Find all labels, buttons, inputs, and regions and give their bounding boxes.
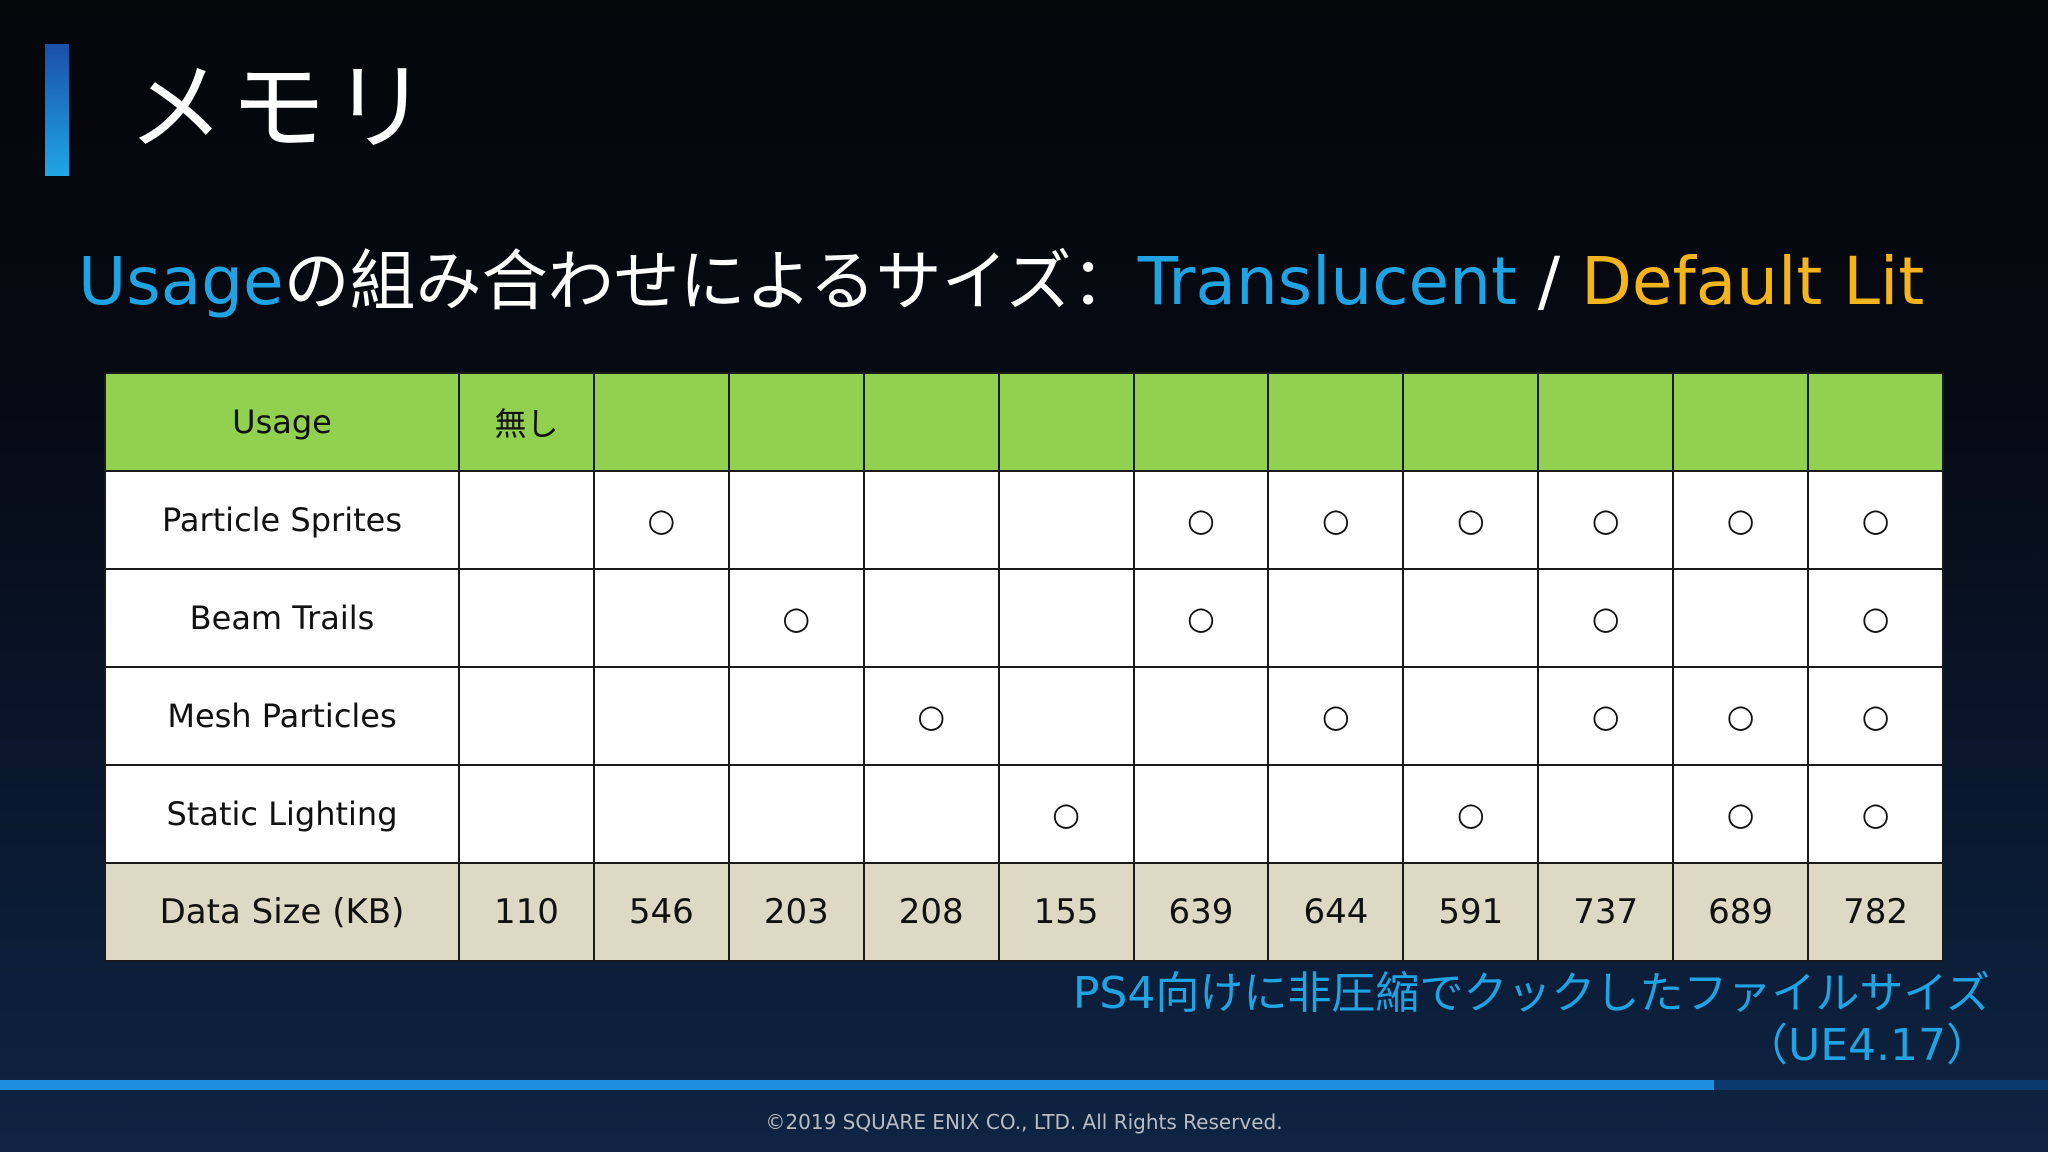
data-size-row: Data Size (KB) 110 546 203 208 155 639 644 591 73… bbox=[104, 862, 1944, 962]
data-size-value: 155 bbox=[997, 862, 1135, 962]
usage-mark-cell: ○ bbox=[1672, 764, 1810, 864]
usage-mark-cell: ○ bbox=[862, 666, 1000, 766]
usage-mark-cell: ○ bbox=[1132, 568, 1270, 668]
usage-mark-cell: ○ bbox=[1537, 666, 1675, 766]
slide-subtitle: Usageの組み合わせによるサイズ：Translucent / Default … bbox=[78, 240, 1924, 324]
usage-mark-cell bbox=[1537, 764, 1675, 864]
usage-mark-cell: ○ bbox=[997, 764, 1135, 864]
data-size-value: 203 bbox=[727, 862, 865, 962]
header-cell bbox=[997, 372, 1135, 472]
data-size-value: 110 bbox=[458, 862, 595, 962]
progress-fill bbox=[0, 1080, 1714, 1090]
header-cell bbox=[1132, 372, 1270, 472]
table-row: Static Lighting ○ ○ ○ ○ bbox=[104, 764, 1944, 864]
usage-mark-cell bbox=[1132, 764, 1270, 864]
usage-mark-cell: ○ bbox=[1807, 764, 1944, 864]
usage-size-table: Usage 無し Particle Sprites ○ ○ ○ ○ ○ ○ ○ Beam Trail… bbox=[104, 372, 1944, 962]
subtitle-default-lit: Default Lit bbox=[1581, 243, 1925, 320]
header-cell bbox=[1807, 372, 1944, 472]
row-label: Beam Trails bbox=[104, 568, 460, 668]
usage-mark-cell bbox=[1402, 666, 1540, 766]
header-cell bbox=[1402, 372, 1540, 472]
data-size-value: 208 bbox=[862, 862, 1000, 962]
subtitle-usage: Usage bbox=[78, 243, 284, 320]
usage-mark-cell bbox=[997, 470, 1135, 570]
usage-mark-cell: ○ bbox=[1807, 568, 1944, 668]
data-size-value: 546 bbox=[592, 862, 730, 962]
usage-mark-cell bbox=[592, 764, 730, 864]
usage-mark-cell: ○ bbox=[1807, 470, 1944, 570]
data-size-label: Data Size (KB) bbox=[104, 862, 460, 962]
header-cell bbox=[1537, 372, 1675, 472]
usage-mark-cell bbox=[458, 666, 595, 766]
usage-mark-cell: ○ bbox=[1132, 470, 1270, 570]
usage-mark-cell bbox=[997, 568, 1135, 668]
usage-mark-cell bbox=[997, 666, 1135, 766]
usage-mark-cell bbox=[458, 764, 595, 864]
data-size-value: 639 bbox=[1132, 862, 1270, 962]
table-row: Particle Sprites ○ ○ ○ ○ ○ ○ ○ bbox=[104, 470, 1944, 570]
usage-mark-cell: ○ bbox=[727, 568, 865, 668]
usage-mark-cell bbox=[862, 470, 1000, 570]
copyright-notice: ©2019 SQUARE ENIX CO., LTD. All Rights R… bbox=[765, 1110, 1283, 1134]
usage-mark-cell bbox=[1132, 666, 1270, 766]
subtitle-translucent: Translucent bbox=[1137, 243, 1517, 320]
usage-mark-cell bbox=[727, 666, 865, 766]
usage-mark-cell: ○ bbox=[1267, 666, 1405, 766]
table-row: Mesh Particles ○ ○ ○ ○ ○ bbox=[104, 666, 1944, 766]
usage-mark-cell bbox=[862, 568, 1000, 668]
usage-mark-cell bbox=[727, 764, 865, 864]
subtitle-description: の組み合わせによるサイズ： bbox=[283, 243, 1138, 320]
usage-mark-cell bbox=[862, 764, 1000, 864]
footnote-line-2: （UE4.17） bbox=[1744, 1020, 1990, 1071]
usage-mark-cell: ○ bbox=[1402, 470, 1540, 570]
usage-mark-cell: ○ bbox=[1537, 470, 1675, 570]
usage-mark-cell: ○ bbox=[1672, 470, 1810, 570]
data-size-value: 591 bbox=[1402, 862, 1540, 962]
header-cell: 無し bbox=[458, 372, 595, 472]
usage-mark-cell bbox=[1402, 568, 1540, 668]
subtitle-separator: / bbox=[1516, 243, 1582, 320]
data-size-value: 644 bbox=[1267, 862, 1405, 962]
slide-title: メモリ bbox=[128, 52, 434, 164]
table-row: Beam Trails ○ ○ ○ ○ bbox=[104, 568, 1944, 668]
table-header-row: Usage 無し bbox=[104, 372, 1944, 472]
row-label: Static Lighting bbox=[104, 764, 460, 864]
usage-mark-cell: ○ bbox=[1402, 764, 1540, 864]
row-label: Mesh Particles bbox=[104, 666, 460, 766]
usage-mark-cell: ○ bbox=[1807, 666, 1944, 766]
data-size-value: 782 bbox=[1807, 862, 1944, 962]
usage-mark-cell: ○ bbox=[592, 470, 730, 570]
footnote: PS4向けに非圧縮でクックしたファイルサイズ （UE4.17） bbox=[1073, 968, 1990, 1072]
usage-mark-cell bbox=[1267, 568, 1405, 668]
title-accent-bar bbox=[45, 44, 69, 176]
usage-mark-cell bbox=[458, 568, 595, 668]
usage-mark-cell bbox=[727, 470, 865, 570]
usage-mark-cell: ○ bbox=[1537, 568, 1675, 668]
usage-mark-cell bbox=[592, 666, 730, 766]
header-cell bbox=[1672, 372, 1810, 472]
header-cell bbox=[862, 372, 1000, 472]
usage-mark-cell bbox=[1672, 568, 1810, 668]
data-size-value: 689 bbox=[1672, 862, 1810, 962]
usage-mark-cell bbox=[458, 470, 595, 570]
data-size-value: 737 bbox=[1537, 862, 1675, 962]
header-cell bbox=[727, 372, 865, 472]
header-cell bbox=[592, 372, 730, 472]
footnote-line-1: PS4向けに非圧縮でクックしたファイルサイズ bbox=[1072, 968, 1990, 1019]
row-label: Particle Sprites bbox=[104, 470, 460, 570]
header-cell bbox=[1267, 372, 1405, 472]
header-usage: Usage bbox=[104, 372, 460, 472]
usage-mark-cell: ○ bbox=[1267, 470, 1405, 570]
usage-mark-cell bbox=[1267, 764, 1405, 864]
usage-mark-cell bbox=[592, 568, 730, 668]
usage-mark-cell: ○ bbox=[1672, 666, 1810, 766]
